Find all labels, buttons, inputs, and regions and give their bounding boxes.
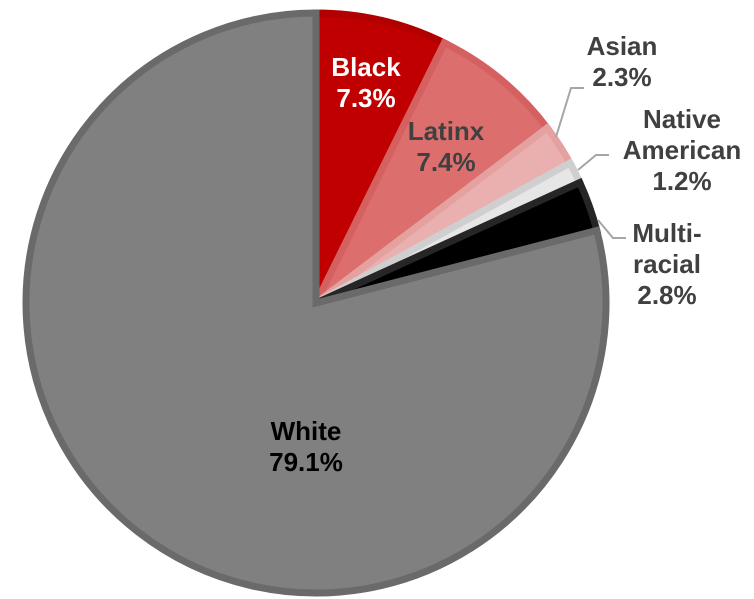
data-label-latinx: Latinx 7.4% <box>408 116 485 177</box>
label-percent-native-american: 1.2% <box>652 166 711 196</box>
leader-line-native-american <box>577 154 609 171</box>
label-percent-black: 7.3% <box>336 83 395 113</box>
pie-slice-white <box>22 9 610 597</box>
label-category-latinx-1: Latinx <box>408 116 485 146</box>
label-percent-white: 79.1% <box>269 447 343 477</box>
leader-lines <box>555 87 626 239</box>
label-category-multi-racial-1: Multi- <box>632 218 701 248</box>
data-label-multi-racial: Multi-racial 2.8% <box>632 218 701 310</box>
label-category-multi-racial-2: racial <box>633 249 701 279</box>
label-percent-latinx: 7.4% <box>416 147 475 177</box>
data-labels: Black 7.3%Latinx 7.4%Asian 2.3%Native Americ… <box>269 31 741 477</box>
label-category-native-american-2: American <box>623 135 742 165</box>
label-percent-multi-racial: 2.8% <box>637 280 696 310</box>
leader-line-multi-racial <box>597 219 626 239</box>
data-label-asian: Asian 2.3% <box>587 31 658 92</box>
leader-line-asian <box>555 87 584 138</box>
label-percent-asian: 2.3% <box>592 62 651 92</box>
label-category-black-1: Black <box>331 52 401 82</box>
pie-slices <box>22 9 610 597</box>
data-label-white: White 79.1% <box>269 416 343 477</box>
data-label-black: Black 7.3% <box>331 52 401 113</box>
label-category-native-american-1: Native <box>643 104 721 134</box>
label-category-white-1: White <box>271 416 342 446</box>
data-label-native-american: Native American 1.2% <box>623 104 742 196</box>
pie-slice-latinx <box>312 38 553 306</box>
label-category-asian-1: Asian <box>587 31 658 61</box>
